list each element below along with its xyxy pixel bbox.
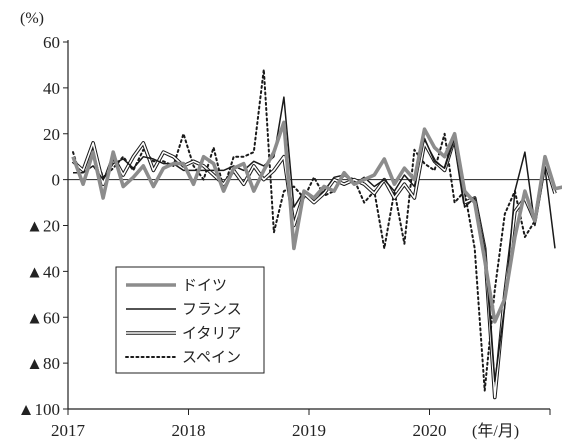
series-line-thick-gray [71,120,562,324]
y-tick-label: ▲40 [26,262,60,281]
x-axis-unit: (年/月) [472,422,519,440]
y-tick-label: ▲80 [26,354,60,373]
y-tick-label: 60 [43,33,60,52]
y-axis-unit: (%) [20,10,44,27]
y-tick-label: 20 [43,125,60,144]
series-layer [71,68,562,400]
x-tick-label: 2019 [292,421,326,440]
y-tick-label: ▲60 [26,308,60,327]
x-tick-label: 2018 [172,421,206,440]
legend-label: スペイン [182,348,241,366]
y-tick-label: 40 [43,79,60,98]
x-tick-label: 2017 [51,421,86,440]
legend-label: イタリア [182,324,241,342]
legend-label: フランス [182,300,242,318]
legend-label: ドイツ [182,276,227,294]
y-tick-label: ▲20 [26,217,60,236]
legend-box [115,266,265,374]
axes: 60 40 20 0 ▲20 ▲40 ▲60 ▲80 ▲100 2017 2018 2019 2020 [18,33,551,440]
x-tick-label: 2020 [413,421,447,440]
y-tick-label: ▲100 [18,400,60,419]
y-tick-label: 0 [52,171,61,190]
